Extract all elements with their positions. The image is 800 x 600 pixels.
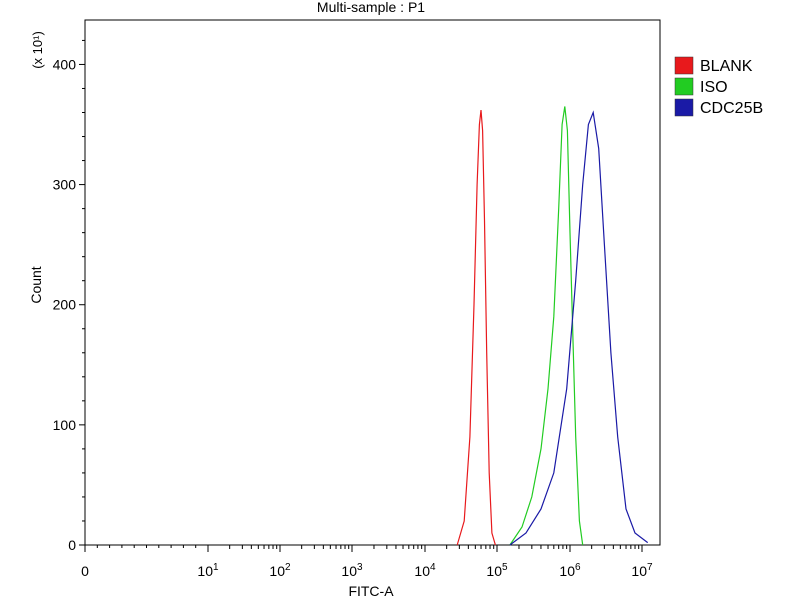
y-tick-label: 0 [68,537,76,553]
legend-swatch-cdc25b [674,98,694,117]
y-tick-label: 100 [53,417,77,433]
legend-swatch-blank [674,56,694,75]
y-tick-label: 400 [53,56,77,72]
series-curves [456,106,649,546]
series-line-iso [509,106,584,546]
legend-label-cdc25b: CDC25B [700,100,763,117]
chart-title: Multi-sample : P1 [317,0,425,15]
series-line-cdc25b [509,110,649,546]
y-axis-label: Count [28,266,44,303]
series-line-blank [456,110,496,546]
y-tick-label: 300 [53,177,77,193]
legend-swatch-iso [674,77,694,96]
x-axis-label: FITC-A [348,583,394,599]
legend-label-blank: BLANK [700,58,753,75]
x-tick-label: 102 [269,562,291,579]
x-tick-label: 105 [486,562,508,579]
legend-label-iso: ISO [700,79,728,96]
x-tick-label: 101 [197,562,219,579]
plot-frame [84,19,661,546]
x-tick-label: 106 [559,562,581,579]
y-axis-multiplier: (x 10¹) [30,31,45,69]
x-tick-label: 0 [81,563,89,579]
x-tick-label: 107 [631,562,653,579]
x-tick-label: 103 [341,562,363,579]
legend: BLANK ISO CDC25B [674,56,763,117]
y-tick-label: 200 [53,297,77,313]
x-tick-label: 104 [414,562,436,579]
